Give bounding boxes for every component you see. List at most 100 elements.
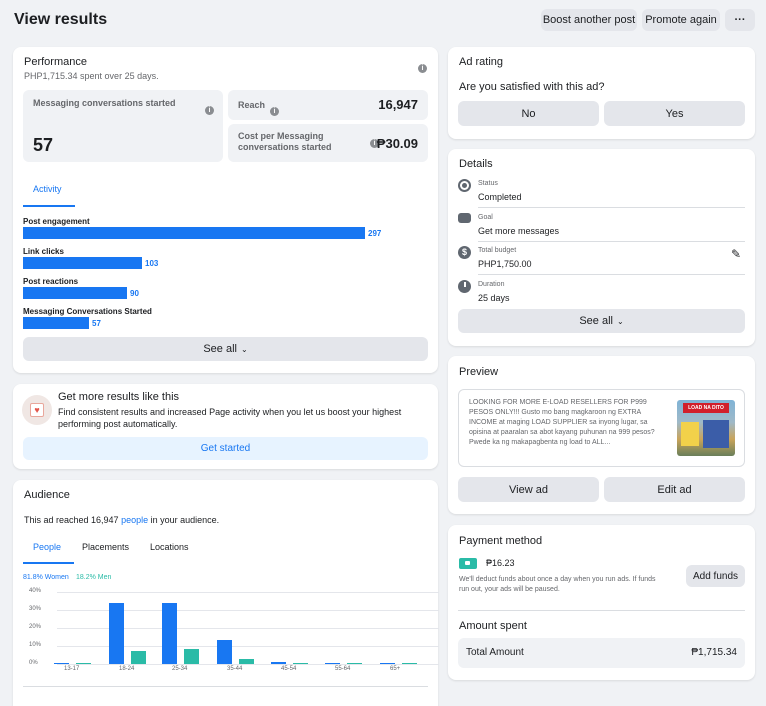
gridline	[57, 628, 439, 629]
men-bar[interactable]	[293, 663, 308, 664]
info-icon[interactable]: i	[418, 57, 427, 75]
activity-bar-value: 297	[368, 229, 382, 238]
reach-stat-value: 16,947	[378, 97, 418, 112]
people-link[interactable]: people	[121, 515, 149, 525]
boost-illustration-icon: ♥	[22, 395, 52, 425]
info-icon[interactable]: i	[370, 132, 379, 150]
more-options-button[interactable]: ···	[725, 9, 755, 31]
promote-again-button[interactable]: Promote again	[642, 9, 720, 31]
activity-bar-label: Post engagement	[23, 217, 90, 226]
goal-label: Goal	[478, 214, 493, 221]
boost-title: Get more results like this	[58, 391, 180, 403]
performance-see-all-button[interactable]: See all ⌄	[23, 337, 428, 361]
wallet-icon	[459, 558, 477, 569]
status-value: Completed	[478, 192, 522, 202]
activity-bar-label: Messaging Conversations Started	[23, 307, 152, 316]
men-bar[interactable]	[76, 663, 91, 664]
men-bar[interactable]	[131, 651, 146, 664]
audience-title: Audience	[24, 489, 70, 501]
people-tab-underline	[23, 562, 74, 564]
ad-rating-question: Are you satisfied with this ad?	[459, 81, 605, 93]
details-separator	[478, 274, 745, 275]
add-funds-button[interactable]: Add funds	[686, 565, 745, 587]
cost-stat-box: Cost per Messaging conversations started…	[228, 124, 428, 162]
women-bar[interactable]	[162, 602, 177, 664]
boost-another-post-button[interactable]: Boost another post	[541, 9, 637, 31]
audience-reach-text: This ad reached 16,947 people in your au…	[24, 515, 219, 525]
pencil-edit-icon[interactable]: ✎	[731, 247, 742, 261]
tab-locations[interactable]: Locations	[150, 542, 189, 552]
details-separator	[478, 241, 745, 242]
women-bar[interactable]	[54, 663, 69, 664]
gridline	[57, 646, 439, 647]
get-started-button[interactable]: Get started	[23, 437, 428, 460]
tab-activity[interactable]: Activity	[33, 184, 62, 194]
men-bar[interactable]	[239, 658, 254, 664]
reach-text-post: in your audience.	[150, 515, 220, 525]
boost-suggestion-card: ♥ Get more results like this Find consis…	[13, 384, 438, 469]
men-bar[interactable]	[402, 663, 417, 664]
preview-card: Preview LOOKING FOR MORE E-LOAD RESELLER…	[448, 356, 755, 514]
activity-bar-value: 90	[130, 289, 139, 298]
yes-button[interactable]: Yes	[604, 101, 745, 126]
women-bar[interactable]	[380, 663, 395, 664]
audience-card: Audience This ad reached 16,947 people i…	[13, 480, 439, 706]
activity-bar	[23, 227, 365, 239]
activity-bar	[23, 287, 127, 299]
gridline	[57, 664, 439, 665]
audience-divider	[23, 686, 428, 687]
details-see-all-button[interactable]: See all ⌄	[458, 309, 745, 333]
x-tick-label: 55-64	[335, 666, 351, 672]
women-bar[interactable]	[217, 639, 232, 664]
dollar-icon: $	[458, 246, 471, 259]
women-bar[interactable]	[109, 602, 124, 664]
men-bar[interactable]	[347, 663, 362, 664]
see-all-label: See all	[203, 343, 237, 355]
info-icon[interactable]: i	[270, 100, 279, 118]
ad-rating-title: Ad rating	[459, 56, 504, 68]
performance-subtitle: PHP1,715.34 spent over 25 days.	[24, 71, 159, 81]
legend-men: 18.2% Men	[76, 574, 112, 581]
tab-people[interactable]: People	[33, 542, 62, 552]
women-bar[interactable]	[271, 662, 286, 664]
see-all-label: See all	[579, 315, 613, 327]
tab-placements[interactable]: Placements	[82, 542, 130, 552]
reach-stat-label: Reach	[238, 100, 266, 110]
reach-stat-box: Reach i 16,947	[228, 90, 428, 120]
y-tick-label: 40%	[29, 588, 42, 594]
ad-preview-box[interactable]: LOOKING FOR MORE E-LOAD RESELLERS FOR P9…	[458, 389, 745, 467]
messaging-stat-value: 57	[33, 135, 54, 155]
messaging-stat-box: Messaging conversations started i 57	[23, 90, 223, 162]
messaging-stat-label: Messaging conversations started	[33, 98, 176, 108]
edit-ad-button[interactable]: Edit ad	[604, 477, 745, 502]
y-tick-label: 10%	[29, 642, 42, 648]
no-button[interactable]: No	[458, 101, 599, 126]
y-tick-label: 0%	[29, 660, 38, 666]
gridline	[57, 592, 439, 593]
chat-bubble-icon	[458, 213, 471, 223]
details-separator	[478, 207, 745, 208]
view-ad-button[interactable]: View ad	[458, 477, 599, 502]
chevron-down-icon: ⌄	[616, 316, 624, 326]
boost-text: Find consistent results and increased Pa…	[58, 407, 402, 429]
ad-rating-card: Ad rating Are you satisfied with this ad…	[448, 47, 755, 139]
performance-title: Performance	[24, 56, 87, 68]
legend-women: 81.8% Women	[23, 574, 69, 581]
x-tick-label: 35-44	[227, 666, 243, 672]
activity-bar	[23, 257, 142, 269]
women-bar[interactable]	[325, 663, 340, 664]
payment-card: Payment method ₱16.23 We'll deduct funds…	[448, 525, 755, 680]
info-icon[interactable]: i	[205, 99, 214, 117]
activity-tab-underline	[23, 205, 75, 207]
men-bar[interactable]	[184, 648, 199, 664]
y-tick-label: 30%	[29, 606, 42, 612]
y-tick-label: 20%	[29, 624, 42, 630]
x-tick-label: 65+	[390, 666, 401, 672]
details-title: Details	[459, 158, 493, 170]
preview-title: Preview	[459, 366, 499, 378]
amount-spent-title: Amount spent	[459, 620, 527, 632]
activity-bar-label: Post reactions	[23, 277, 79, 286]
activity-bar-value: 57	[92, 319, 101, 328]
stopwatch-icon	[458, 280, 471, 293]
total-amount-row: Total Amount ₱1,715.34	[458, 638, 745, 668]
